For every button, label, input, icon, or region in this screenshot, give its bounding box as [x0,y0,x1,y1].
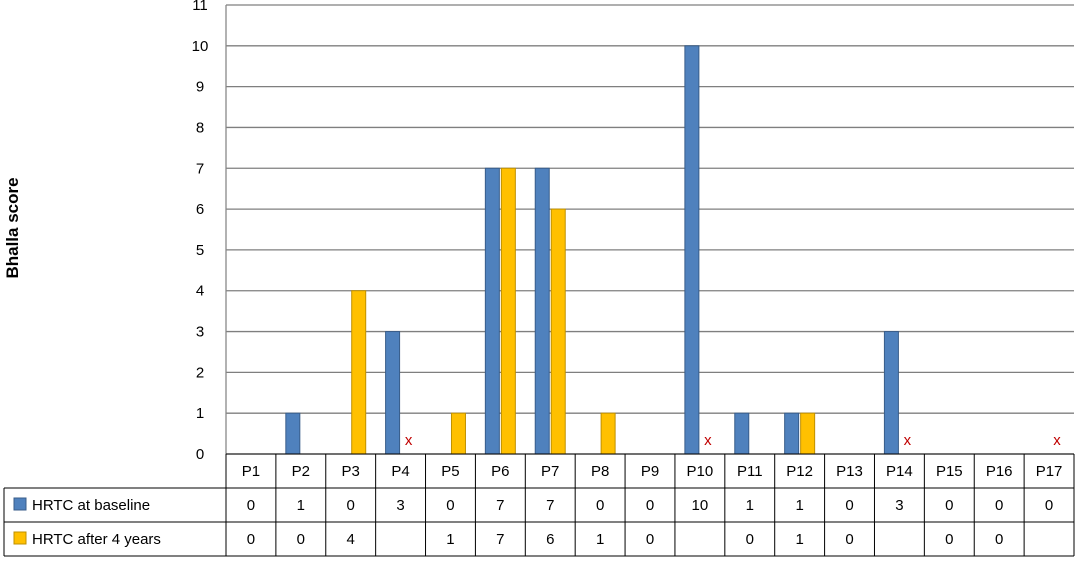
bar-after-4-years [800,412,816,455]
data-table: P1 P2 P3 P4 P5 P6 P7 P8 P9 P10 P11 P12 P13 P14 P15 P16 P… [3,453,1075,557]
category-label: P2 [292,463,310,480]
y-tick-label: 11 [192,0,208,14]
y-tick-label: 10 [192,38,209,55]
bar-baseline [684,45,700,455]
data-label: 0 [247,531,255,548]
y-tick-label: 2 [196,364,204,381]
category-label: P10 [687,463,714,480]
y-tick-labels: 0 1 2 3 4 5 6 7 8 9 10 11 [192,0,209,463]
data-label: 0 [297,531,305,548]
data-label: 1 [795,531,803,548]
data-label: 0 [646,531,654,548]
y-tick-label: 7 [196,160,204,177]
data-label: 0 [995,497,1003,514]
category-label: P11 [737,463,763,480]
data-label: 0 [845,497,853,514]
bar-baseline [285,412,301,455]
category-label: P7 [541,463,559,480]
category-label: P14 [886,463,913,480]
bar-baseline [534,167,550,455]
y-tick-label: 6 [196,201,204,218]
data-label: 0 [446,497,454,514]
bar-baseline [883,331,899,455]
gridlines [225,4,1074,455]
missing-value-marker: x [904,432,912,449]
bar-after-4-years [351,290,367,455]
data-label: 4 [347,531,355,548]
category-label: P8 [591,463,609,480]
data-label: 7 [546,497,554,514]
bar-after-4-years [500,167,516,455]
category-label: P12 [786,463,813,480]
missing-value-marker: x [704,432,712,449]
data-label: 0 [995,531,1003,548]
legend-label: HRTC at baseline [32,497,150,514]
bar-after-4-years [550,208,566,455]
category-label: P13 [836,463,863,480]
y-axis-label: Bhalla score [3,177,22,278]
data-label: 1 [795,497,803,514]
category-label: P9 [641,463,659,480]
data-label: 0 [945,497,953,514]
y-tick-label: 8 [196,119,204,136]
category-label: P1 [242,463,260,480]
category-label: P16 [986,463,1013,480]
missing-value-marker: x [405,432,413,449]
bar-baseline [784,412,800,455]
data-label: 7 [496,497,504,514]
data-label: 1 [596,531,604,548]
missing-value-marker: x [1053,432,1061,449]
data-label: 6 [546,531,554,548]
category-label: P17 [1036,463,1063,480]
data-label: 0 [347,497,355,514]
y-tick-label: 5 [196,242,204,259]
data-label: 0 [646,497,654,514]
data-label: 7 [496,531,504,548]
y-tick-label: 4 [196,283,204,300]
data-label: 0 [596,497,604,514]
data-label: 0 [247,497,255,514]
data-label: 0 [746,531,754,548]
category-label: P6 [491,463,509,480]
data-label: 1 [446,531,454,548]
category-label: P3 [342,463,360,480]
y-tick-label: 0 [196,446,204,463]
bar-baseline [385,331,401,455]
data-label: 0 [1045,497,1053,514]
data-label: 1 [746,497,754,514]
y-tick-label: 9 [196,79,204,96]
bar-after-4-years [450,412,466,455]
bar-baseline [484,167,500,455]
data-label: 10 [692,497,709,514]
bars [285,45,899,455]
legend-swatch-after-4-years [13,531,27,545]
y-tick-label: 1 [196,405,204,422]
bar-baseline [734,412,750,455]
category-label: P15 [936,463,963,480]
category-label: P4 [391,463,409,480]
data-label: 3 [895,497,903,514]
category-label: P5 [441,463,459,480]
legend-swatch-baseline [13,497,27,511]
legend-label: HRTC after 4 years [32,531,161,548]
data-label: 0 [845,531,853,548]
y-tick-label: 3 [196,324,204,341]
data-label: 3 [396,497,404,514]
bar-after-4-years [600,412,616,455]
data-label: 0 [945,531,953,548]
data-label: 1 [297,497,305,514]
